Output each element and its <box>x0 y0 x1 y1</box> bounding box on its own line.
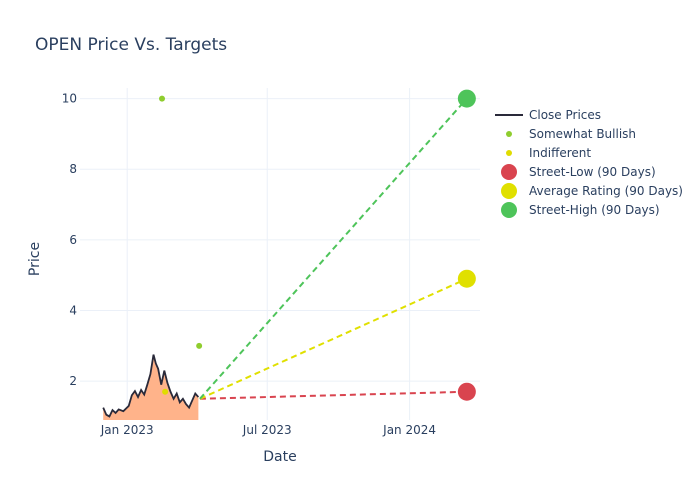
legend-marker-swatch <box>501 202 517 218</box>
legend-marker-swatch <box>501 164 517 180</box>
average-rating-90-days-line <box>199 277 468 400</box>
somewhat-bullish-point <box>196 342 203 349</box>
street-high-90-days-line <box>199 97 468 400</box>
y-tick-label: 6 <box>69 233 77 247</box>
close-price-area <box>103 354 199 420</box>
legend-label: Close Prices <box>529 108 601 122</box>
legend-marker-swatch <box>501 183 517 199</box>
x-axis-ticks: Jan 2023 Jul 2023 Jan 2024 <box>100 423 436 437</box>
y-tick-label: 8 <box>69 162 77 176</box>
legend-item-street-low-90-days: Street-Low (90 Days) <box>501 164 656 180</box>
plot-area <box>102 89 476 420</box>
legend-label: Street-High (90 Days) <box>529 203 660 217</box>
x-tick-label: Jan 2024 <box>382 423 436 437</box>
legend-item-average-rating-90-days: Average Rating (90 Days) <box>501 183 683 199</box>
y-axis-title: Price <box>27 242 43 276</box>
street-low-90-days-marker <box>457 382 476 401</box>
y-tick-label: 10 <box>62 92 77 106</box>
y-axis-ticks: 2 4 6 8 10 <box>62 92 77 389</box>
legend-item-street-high-90-days: Street-High (90 Days) <box>501 202 660 218</box>
legend-label: Street-Low (90 Days) <box>529 165 656 179</box>
close-price-line <box>102 354 200 418</box>
y-tick-label: 2 <box>69 374 77 388</box>
average-rating-90-days-marker <box>457 269 476 288</box>
legend-marker-swatch <box>506 131 512 137</box>
chart-title: OPEN Price Vs. Targets <box>35 35 227 55</box>
legend-item-somewhat-bullish: Somewhat Bullish <box>506 127 636 141</box>
street-low-90-days-line <box>199 390 467 400</box>
legend-label: Indifferent <box>529 146 591 160</box>
legend-label: Somewhat Bullish <box>529 127 636 141</box>
legend-item-indifferent: Indifferent <box>506 146 591 160</box>
x-axis-title: Date <box>263 449 296 465</box>
street-high-90-days-marker <box>457 89 476 108</box>
somewhat-bullish-point <box>159 95 166 102</box>
y-tick-label: 4 <box>69 304 77 318</box>
indifferent-point <box>162 388 169 395</box>
legend-marker-swatch <box>506 150 512 156</box>
x-tick-label: Jan 2023 <box>100 423 154 437</box>
legend-label: Average Rating (90 Days) <box>529 184 683 198</box>
grid <box>80 88 480 420</box>
legend-item-close-prices: Close Prices <box>495 108 601 122</box>
x-tick-label: Jul 2023 <box>242 423 292 437</box>
legend: Close Prices Somewhat Bullish Indifferent S… <box>495 108 683 218</box>
